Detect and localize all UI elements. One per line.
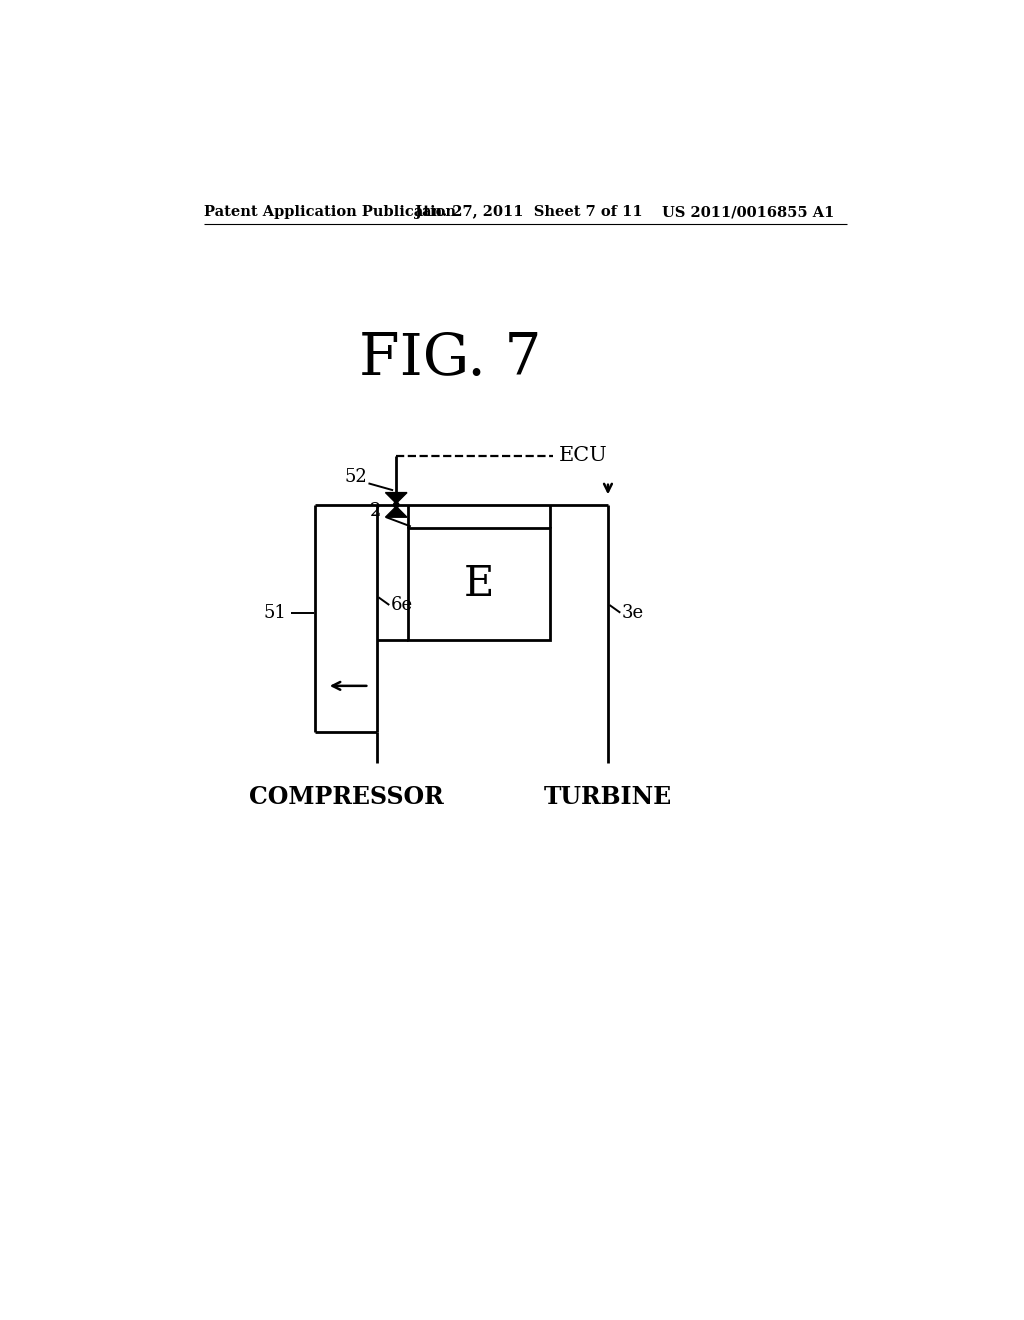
Text: 2: 2	[370, 502, 381, 520]
Text: Patent Application Publication: Patent Application Publication	[204, 206, 456, 219]
Text: 51: 51	[264, 603, 287, 622]
Text: TURBINE: TURBINE	[544, 785, 672, 809]
Text: 3e: 3e	[622, 603, 644, 622]
Bar	[408, 528, 550, 640]
Polygon shape	[385, 507, 407, 517]
Text: ECU: ECU	[559, 446, 607, 465]
Text: 52: 52	[345, 469, 368, 486]
Polygon shape	[385, 492, 407, 503]
Text: E: E	[464, 562, 495, 605]
Circle shape	[393, 502, 399, 508]
Text: 6e: 6e	[391, 597, 413, 614]
Text: Jan. 27, 2011  Sheet 7 of 11: Jan. 27, 2011 Sheet 7 of 11	[416, 206, 643, 219]
Text: US 2011/0016855 A1: US 2011/0016855 A1	[662, 206, 835, 219]
Text: COMPRESSOR: COMPRESSOR	[249, 785, 443, 809]
Text: FIG. 7: FIG. 7	[358, 330, 542, 387]
